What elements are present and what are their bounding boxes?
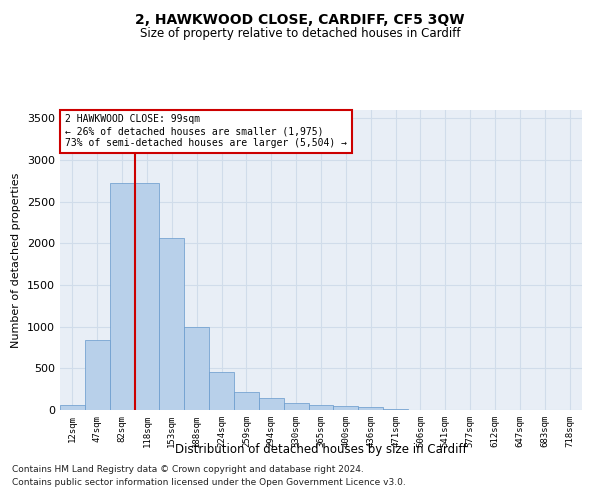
Text: 2 HAWKWOOD CLOSE: 99sqm
← 26% of detached houses are smaller (1,975)
73% of semi: 2 HAWKWOOD CLOSE: 99sqm ← 26% of detache… (65, 114, 347, 148)
Bar (60, 405, 85, 410)
Y-axis label: Number of detached properties: Number of detached properties (11, 172, 22, 348)
Bar (308, 406, 334, 410)
Bar (209, 372, 234, 410)
Bar (259, 398, 284, 410)
Bar (234, 392, 259, 410)
Text: 2, HAWKWOOD CLOSE, CARDIFF, CF5 3QW: 2, HAWKWOOD CLOSE, CARDIFF, CF5 3QW (135, 12, 465, 26)
Bar (160, 238, 184, 410)
Bar (383, 408, 408, 410)
Bar (358, 407, 383, 410)
Bar (134, 184, 160, 410)
Bar (85, 340, 110, 410)
Text: Size of property relative to detached houses in Cardiff: Size of property relative to detached ho… (140, 28, 460, 40)
Text: Distribution of detached houses by size in Cardiff: Distribution of detached houses by size … (175, 442, 467, 456)
Bar (334, 406, 358, 410)
Text: Contains HM Land Registry data © Crown copyright and database right 2024.: Contains HM Land Registry data © Crown c… (12, 466, 364, 474)
Bar (184, 326, 209, 410)
Bar (110, 184, 134, 410)
Bar (284, 404, 308, 410)
Text: Contains public sector information licensed under the Open Government Licence v3: Contains public sector information licen… (12, 478, 406, 487)
